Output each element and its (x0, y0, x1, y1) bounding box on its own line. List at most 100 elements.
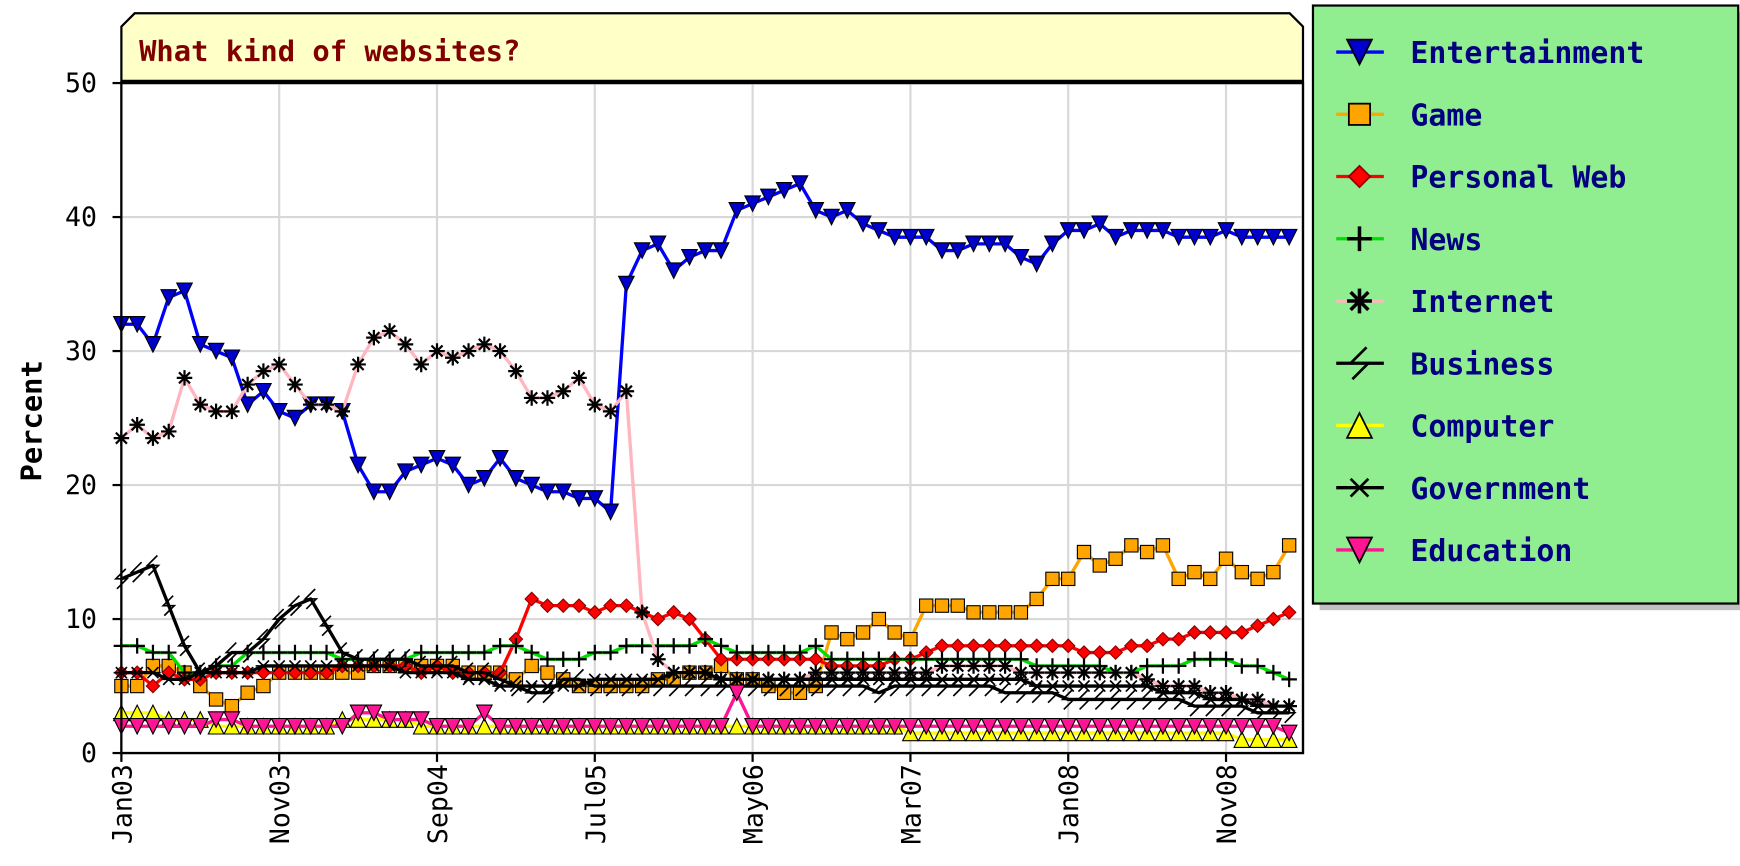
marker (1266, 564, 1281, 580)
marker (492, 679, 508, 693)
marker (555, 651, 571, 667)
marker (445, 666, 461, 679)
marker (540, 665, 555, 680)
marker (1187, 625, 1202, 640)
marker (208, 403, 224, 420)
marker (618, 673, 635, 686)
marker (1218, 651, 1234, 667)
marker (1045, 638, 1060, 654)
marker (1138, 717, 1156, 736)
marker (444, 456, 462, 474)
marker (429, 644, 445, 661)
y-tick-label: 0 (81, 738, 97, 769)
marker (491, 717, 509, 736)
marker (1265, 611, 1281, 627)
marker (996, 235, 1014, 253)
marker (287, 376, 303, 393)
marker (491, 449, 509, 468)
marker (1203, 571, 1218, 587)
marker (1075, 222, 1093, 240)
marker (271, 659, 287, 673)
marker (934, 598, 950, 613)
marker (175, 717, 194, 736)
x-tick-label: Mar07 (896, 764, 927, 844)
marker (208, 666, 224, 679)
marker (650, 651, 666, 667)
marker (555, 679, 571, 693)
marker (1234, 658, 1250, 674)
marker (349, 456, 367, 474)
marker (240, 685, 255, 700)
marker (459, 476, 478, 495)
marker (587, 644, 603, 661)
marker (145, 430, 161, 446)
marker (254, 717, 273, 736)
marker (1092, 679, 1108, 693)
marker (601, 717, 620, 736)
marker (982, 605, 997, 620)
marker (507, 717, 525, 736)
marker (429, 343, 445, 359)
marker (902, 651, 919, 667)
marker (919, 598, 934, 613)
marker (1250, 571, 1265, 587)
marker (538, 717, 557, 736)
marker (855, 651, 871, 667)
legend-label: Internet (1410, 285, 1554, 320)
marker (413, 356, 429, 373)
marker (681, 638, 698, 654)
marker (1124, 538, 1139, 553)
marker (555, 598, 571, 614)
marker (571, 679, 587, 693)
marker (1122, 222, 1140, 240)
marker (1154, 222, 1172, 240)
legend-label: Personal Web (1410, 161, 1626, 196)
marker (160, 289, 178, 307)
marker (1044, 664, 1061, 681)
marker (539, 679, 556, 693)
legend-label: Business (1410, 347, 1554, 382)
marker (396, 463, 415, 481)
marker (602, 403, 619, 420)
marker (1028, 717, 1046, 736)
x-tick-label: Jan08 (1054, 764, 1085, 844)
marker (303, 659, 319, 673)
marker (476, 336, 493, 353)
marker (713, 638, 729, 654)
marker (1091, 215, 1109, 233)
marker (255, 363, 272, 379)
marker (303, 396, 319, 413)
marker (129, 666, 145, 679)
marker (1280, 724, 1298, 742)
marker (1249, 658, 1266, 674)
marker (239, 376, 256, 393)
marker (1185, 228, 1204, 247)
marker (902, 673, 919, 686)
marker (697, 675, 713, 697)
marker (160, 673, 177, 686)
marker (1013, 651, 1029, 667)
marker (1201, 228, 1219, 247)
marker (886, 673, 903, 686)
marker (855, 664, 871, 681)
y-tick-label: 50 (65, 68, 97, 99)
series (113, 591, 1297, 694)
marker (807, 717, 825, 736)
marker (224, 641, 240, 664)
marker (997, 682, 1013, 704)
marker (1028, 664, 1045, 681)
marker (1249, 700, 1266, 713)
marker (208, 692, 224, 707)
y-axis-label: Percent (15, 360, 49, 481)
marker (161, 595, 177, 617)
marker (334, 403, 351, 420)
marker (603, 598, 619, 614)
marker (1045, 571, 1060, 587)
marker (397, 648, 413, 670)
marker (287, 659, 303, 673)
marker (729, 644, 745, 661)
marker (1139, 679, 1155, 693)
marker (270, 717, 288, 736)
marker (934, 673, 950, 686)
marker (1155, 631, 1171, 647)
